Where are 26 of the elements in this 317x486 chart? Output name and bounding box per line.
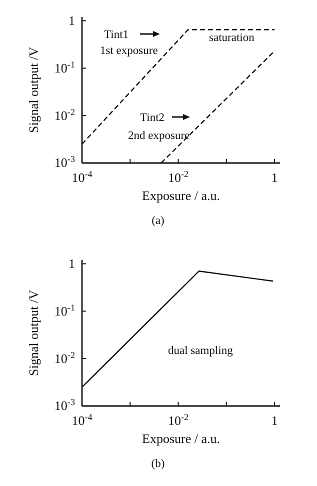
- y-tick-label: 10$^{-1}$: [54, 59, 75, 76]
- x-tick-label: 1: [271, 413, 278, 428]
- x-tick-label: 10$^{-2}$: [168, 169, 189, 186]
- annotation: 1st exposure: [100, 45, 158, 57]
- y-tick-label: 10$^{-1}$: [54, 302, 75, 318]
- annotation: Tint2: [140, 112, 165, 124]
- annotation: saturation: [209, 32, 255, 44]
- y-tick-label: 10$^{-3}$: [54, 397, 76, 414]
- text: (a): [152, 215, 165, 227]
- x-axis-title: Exposure / a.u.: [142, 188, 220, 203]
- y-tick-label: 10$^{-3}$: [54, 154, 76, 170]
- x-tick-label: 10$^{-4}$: [72, 412, 93, 428]
- annotation: dual sampling: [168, 345, 234, 357]
- x-tick-label: 10$^{-4}$: [72, 169, 93, 186]
- x-tick-label: 1: [271, 170, 278, 186]
- y-tick-label: 1: [68, 256, 75, 271]
- y-tick-label: 10$^{-2}$: [54, 106, 76, 123]
- x-axis-title: Exposure / a.u.: [142, 431, 220, 446]
- text: (b): [151, 458, 165, 470]
- y-tick-label: 10$^{-2}$: [54, 350, 76, 366]
- annotation: 2nd exposure: [128, 130, 190, 142]
- annotation: Tint1: [104, 29, 129, 41]
- x-tick-label: 10$^{-2}$: [168, 412, 189, 428]
- y-axis-title: Signal output /V: [26, 46, 41, 133]
- y-axis-title: Signal output /V: [26, 289, 41, 376]
- y-tick-label: 1: [68, 12, 75, 28]
